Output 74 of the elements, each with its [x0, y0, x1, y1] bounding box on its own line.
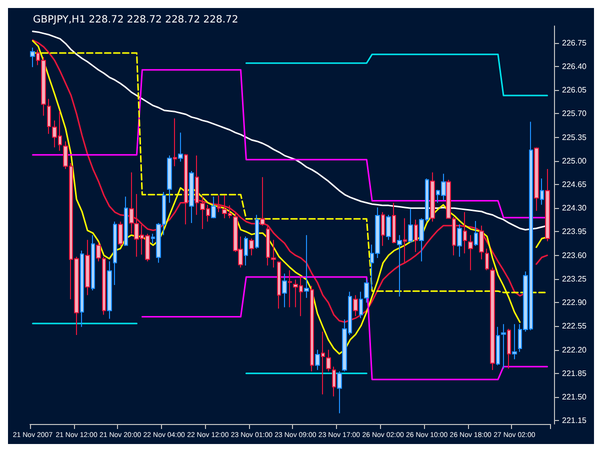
- candlestick: [474, 220, 478, 246]
- candlestick: [211, 196, 216, 219]
- candlestick: [501, 324, 506, 370]
- candlestick: [184, 154, 188, 225]
- candlestick: [364, 279, 369, 304]
- candlestick: [353, 294, 358, 317]
- candlestick: [534, 146, 539, 212]
- candlestick: [244, 236, 248, 266]
- candlestick: [485, 248, 489, 271]
- y-tick-label: 224.30: [562, 204, 588, 213]
- candlestick: [304, 234, 309, 298]
- y-tick-label: 223.25: [562, 274, 588, 284]
- candlestick: [381, 212, 385, 246]
- candlestick: [255, 214, 259, 250]
- y-tick-label: 223.60: [562, 250, 588, 260]
- candlestick: [479, 225, 484, 260]
- candlestick: [315, 349, 320, 371]
- candlestick: [545, 168, 550, 242]
- y-tick-label: 222.90: [562, 298, 588, 308]
- y-tick-label: 226.75: [562, 38, 588, 48]
- candlestick: [124, 196, 128, 246]
- candlestick: [288, 270, 292, 308]
- chart-title: GBPJPY,H1 228.72 228.72 228.72 228.72: [33, 14, 238, 26]
- candlestick: [403, 218, 407, 264]
- candlestick: [173, 118, 177, 167]
- candlestick: [392, 202, 396, 244]
- candlestick: [468, 234, 473, 271]
- candlestick: [277, 260, 281, 310]
- candlestick: [321, 331, 325, 395]
- y-tick-label: 224.65: [562, 180, 588, 190]
- candlestick: [496, 326, 500, 366]
- candlestick: [260, 176, 265, 226]
- candlestick: [490, 267, 495, 371]
- candlestick: [85, 239, 90, 296]
- candlestick: [178, 132, 183, 162]
- candlestick: [397, 234, 402, 298]
- candlestick: [386, 214, 391, 240]
- candlestick: [167, 155, 172, 204]
- candlestick: [326, 349, 331, 372]
- candlestick: [91, 234, 95, 291]
- line-series: [141, 276, 548, 380]
- candlestick: [113, 221, 117, 286]
- candlestick: [507, 328, 511, 370]
- candlestick: [359, 291, 363, 319]
- candlestick: [332, 366, 336, 397]
- candlestick: [118, 221, 123, 246]
- y-tick-label: 225.35: [562, 132, 588, 142]
- candlestick: [310, 285, 314, 372]
- candlestick: [249, 238, 254, 256]
- candlestick: [30, 47, 35, 68]
- y-tick-label: 226.05: [562, 86, 588, 95]
- y-tick-label: 225.70: [562, 109, 588, 118]
- candlestick: [408, 208, 413, 244]
- y-tick-label: 223.95: [562, 227, 588, 236]
- y-tick-label: 222.20: [562, 345, 588, 354]
- candlestick: [107, 260, 112, 320]
- y-tick-label: 221.15: [562, 416, 588, 426]
- candlestick: [512, 324, 517, 360]
- candlestick: [282, 273, 287, 308]
- candlestick: [217, 194, 221, 213]
- candlestick: [337, 370, 342, 414]
- candlestick: [414, 219, 418, 252]
- y-tick-label: 225.00: [562, 156, 588, 166]
- candlestick: [430, 172, 435, 222]
- y-tick-label: 221.85: [562, 368, 588, 378]
- candlestick: [540, 178, 544, 206]
- candlestick: [189, 170, 194, 224]
- candlestick: [463, 212, 467, 254]
- y-tick-label: 221.50: [562, 392, 588, 402]
- candlestick: [80, 250, 84, 328]
- candlestick: [457, 224, 462, 258]
- y-tick-label: 222.55: [562, 322, 588, 331]
- y-tick-label: 226.40: [562, 62, 588, 71]
- candlestick: [195, 155, 199, 216]
